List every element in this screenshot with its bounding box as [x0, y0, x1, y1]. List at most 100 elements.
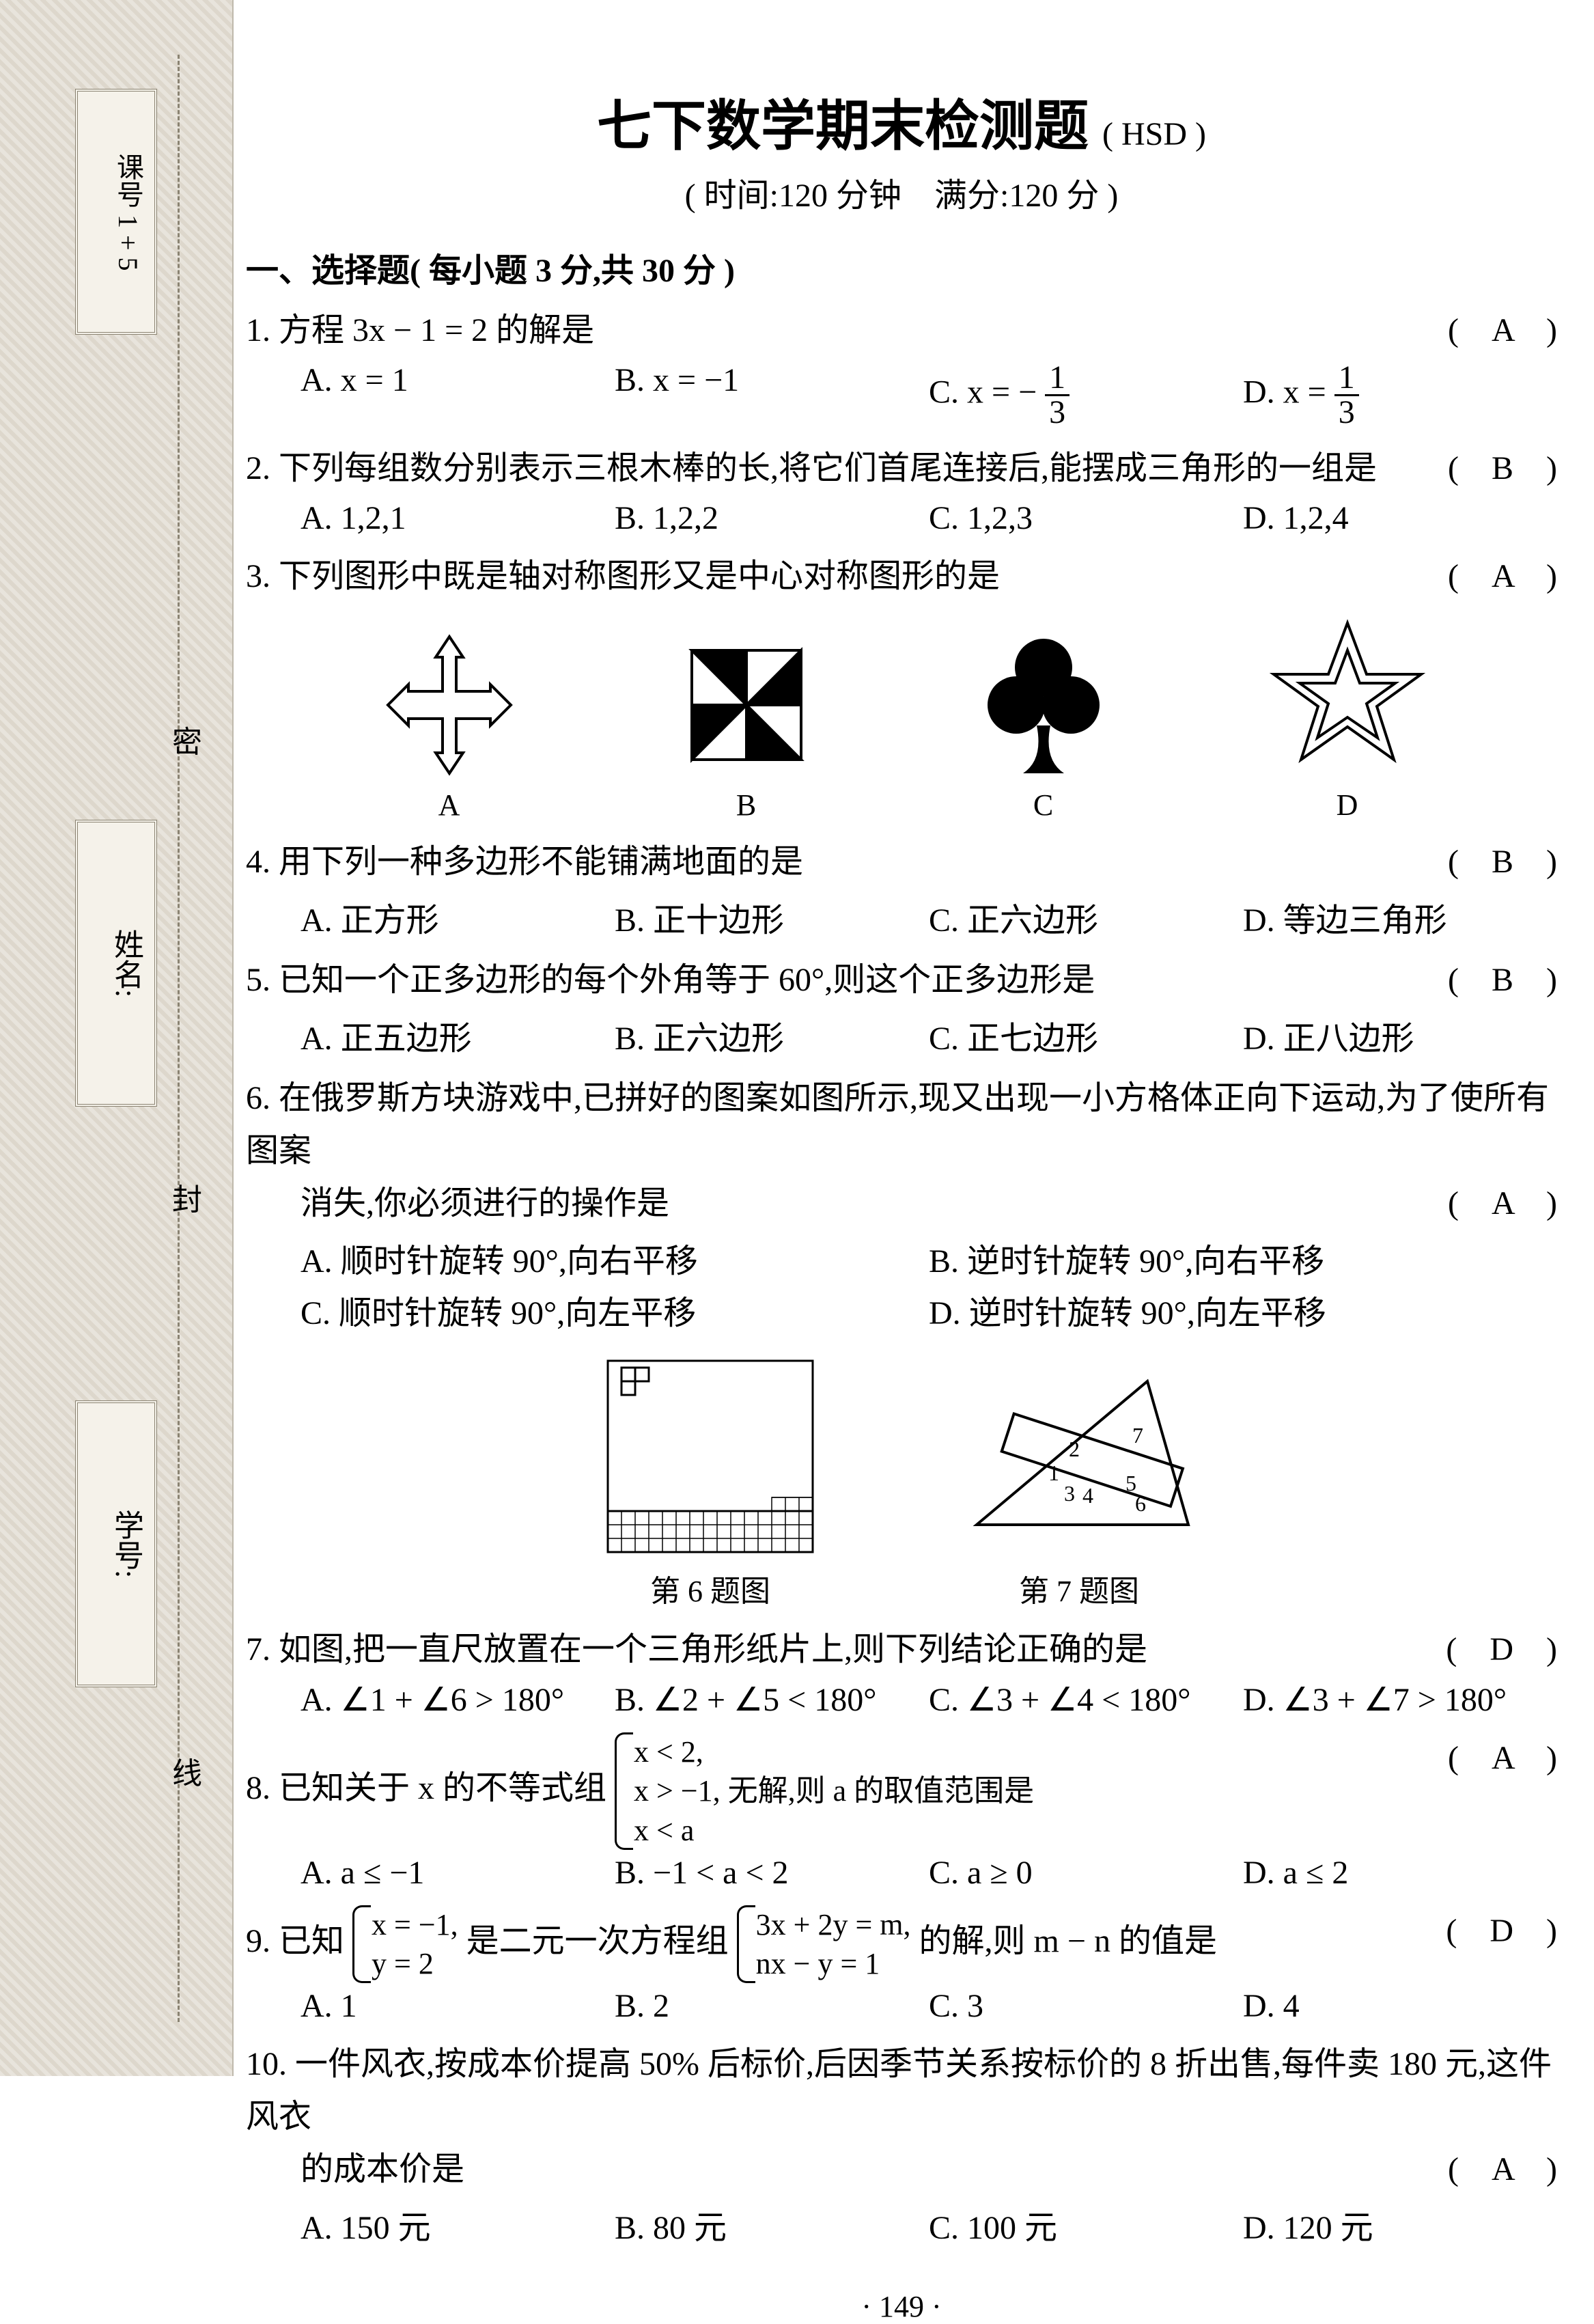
angle-7: 7 — [1132, 1423, 1143, 1448]
q10-choices: A. 150 元 B. 80 元 C. 100 元 D. 120 元 — [300, 2200, 1557, 2248]
q6-choice-d: D. 逆时针旋转 90°,向左平移 — [929, 1286, 1557, 1333]
q6-choice-c: C. 顺时针旋转 90°,向左平移 — [300, 1286, 929, 1333]
q1-choice-c: C. x = − 13 — [929, 361, 1243, 429]
title-suffix: ( HSD ) — [1102, 116, 1206, 152]
triangle-ruler-icon: 1 2 3 4 5 6 7 — [956, 1354, 1202, 1559]
q2-choice-c: C. 1,2,3 — [929, 499, 1243, 537]
q5-choice-d: D. 正八边形 — [1243, 1011, 1557, 1059]
q3-label-b: B — [671, 788, 822, 822]
q10-choice-c: C. 100 元 — [929, 2200, 1243, 2248]
question-2: 2. 下列每组数分别表示三根木棒的长,将它们首尾连接后,能摆成三角形的一组是 (… — [246, 443, 1557, 495]
q1-choice-d: D. x = 13 — [1243, 361, 1557, 429]
q3-label-d: D — [1266, 788, 1429, 822]
fraction-icon: 13 — [1045, 361, 1069, 429]
brace-icon: x < 2, x > −1, 无解,则 a 的取值范围是 x < a — [615, 1732, 1034, 1850]
brace-icon: 3x + 2y = m, nx − y = 1 — [737, 1905, 911, 1983]
q1-choice-b: B. x = −1 — [615, 361, 929, 429]
q5-answer: ( B ) — [1448, 954, 1557, 1007]
side-tag-course: 课号 1 + 5 — [75, 89, 157, 335]
q6-answer: ( A ) — [1448, 1178, 1557, 1230]
question-7: 7. 如图,把一直尺放置在一个三角形纸片上,则下列结论正确的是 ( D ) — [246, 1624, 1557, 1676]
q3-text: 3. 下列图形中既是轴对称图形又是中心对称图形的是 — [246, 558, 1000, 594]
q7-answer: ( D ) — [1446, 1624, 1557, 1676]
q1-choices: A. x = 1 B. x = −1 C. x = − 13 D. x = 13 — [300, 361, 1557, 429]
q4-choice-d: D. 等边三角形 — [1243, 893, 1557, 941]
angle-2: 2 — [1069, 1437, 1080, 1461]
q2-choice-b: B. 1,2,2 — [615, 499, 929, 537]
q5-choices: A. 正五边形 B. 正六边形 C. 正七边形 D. 正八边形 — [300, 1011, 1557, 1059]
q3-fig-a: A — [374, 630, 525, 822]
question-1: 1. 方程 3x − 1 = 2 的解是 ( A ) — [246, 305, 1557, 357]
q8-choice-c: C. a ≥ 0 — [929, 1854, 1243, 1892]
q9-choice-c: C. 3 — [929, 1987, 1243, 2025]
seal-dashed-line — [178, 55, 180, 2022]
q6-choice-b: B. 逆时针旋转 90°,向右平移 — [929, 1234, 1557, 1282]
q7-choice-d: D. ∠3 + ∠7 > 180° — [1243, 1680, 1557, 1719]
q7-choice-c: C. ∠3 + ∠4 < 180° — [929, 1680, 1243, 1719]
q8-choice-d: D. a ≤ 2 — [1243, 1854, 1557, 1892]
q10-choice-b: B. 80 元 — [615, 2200, 929, 2248]
q4-text: 4. 用下列一种多边形不能铺满地面的是 — [246, 844, 803, 880]
q8-pre: 8. 已知关于 x 的不等式组 — [246, 1770, 606, 1806]
q9-choice-b: B. 2 — [615, 1987, 929, 2025]
q2-text: 2. 下列每组数分别表示三根木棒的长,将它们首尾连接后,能摆成三角形的一组是 — [246, 450, 1377, 486]
fraction-icon: 13 — [1334, 361, 1359, 429]
q7-figure: 1 2 3 4 5 6 7 第 7 题图 — [956, 1354, 1202, 1610]
q10-text2: 的成本价是 — [300, 2151, 464, 2187]
pinwheel-icon — [671, 630, 822, 780]
q6-figure: 第 6 题图 — [601, 1354, 820, 1610]
q2-choice-d: D. 1,2,4 — [1243, 499, 1557, 537]
q2-choice-a: A. 1,2,1 — [300, 499, 615, 537]
page-content: 七下数学期末检测题 ( HSD ) ( 时间:120 分钟 满分:120 分 )… — [246, 82, 1557, 2324]
q6-text1: 6. 在俄罗斯方块游戏中,已拼好的图案如图所示,现又出现一小方格体正向下运动,为… — [246, 1080, 1549, 1169]
angle-3: 3 — [1064, 1481, 1075, 1506]
q9-choice-a: A. 1 — [300, 1987, 615, 2025]
seal-char-mi: 密 — [172, 717, 202, 761]
arrows-cross-icon — [374, 630, 525, 780]
tetris-icon — [601, 1354, 820, 1559]
q6-caption: 第 6 题图 — [601, 1566, 820, 1610]
exam-subtitle: ( 时间:120 分钟 满分:120 分 ) — [246, 168, 1557, 216]
q4-choice-c: C. 正六边形 — [929, 893, 1243, 941]
question-10-line2: 的成本价是 ( A ) — [300, 2144, 1557, 2196]
q10-text1: 10. 一件风衣,按成本价提高 50% 后标价,后因季节关系按标价的 8 折出售… — [246, 2046, 1552, 2135]
q8-choice-a: A. a ≤ −1 — [300, 1854, 615, 1892]
question-6-line2: 消失,你必须进行的操作是 ( A ) — [300, 1178, 1557, 1230]
question-5: 5. 已知一个正多边形的每个外角等于 60°,则这个正多边形是 ( B ) — [246, 954, 1557, 1007]
q4-answer: ( B ) — [1448, 836, 1557, 889]
exam-title: 七下数学期末检测题 ( HSD ) — [246, 82, 1557, 161]
q8-choices: A. a ≤ −1 B. −1 < a < 2 C. a ≥ 0 D. a ≤ … — [300, 1854, 1557, 1892]
q7-choices: A. ∠1 + ∠6 > 180° B. ∠2 + ∠5 < 180° C. ∠… — [300, 1680, 1557, 1719]
q2-choices: A. 1,2,1 B. 1,2,2 C. 1,2,3 D. 1,2,4 — [300, 499, 1557, 537]
q9-mid: 是二元一次方程组 — [466, 1923, 729, 1959]
q3-label-c: C — [968, 788, 1119, 822]
question-8: 8. 已知关于 x 的不等式组 x < 2, x > −1, 无解,则 a 的取… — [246, 1732, 1557, 1850]
title-main: 七下数学期末检测题 — [597, 97, 1089, 157]
q9-post: 的解,则 m − n 的值是 — [919, 1923, 1217, 1959]
q8-choice-b: B. −1 < a < 2 — [615, 1854, 929, 1892]
angle-1: 1 — [1048, 1461, 1059, 1485]
q6-choices-row2: C. 顺时针旋转 90°,向左平移 D. 逆时针旋转 90°,向左平移 — [300, 1286, 1557, 1333]
q4-choice-b: B. 正十边形 — [615, 893, 929, 941]
q10-answer: ( A ) — [1448, 2144, 1557, 2196]
star-outline-icon — [1266, 616, 1429, 780]
q4-choice-a: A. 正方形 — [300, 893, 615, 941]
q10-choice-d: D. 120 元 — [1243, 2200, 1557, 2248]
question-10: 10. 一件风衣,按成本价提高 50% 后标价,后因季节关系按标价的 8 折出售… — [246, 2038, 1557, 2144]
q7-text: 7. 如图,把一直尺放置在一个三角形纸片上,则下列结论正确的是 — [246, 1631, 1147, 1668]
q4-choices: A. 正方形 B. 正十边形 C. 正六边形 D. 等边三角形 — [300, 893, 1557, 941]
q6-text2: 消失,你必须进行的操作是 — [300, 1185, 669, 1221]
q3-label-a: A — [374, 788, 525, 822]
q6-choice-a: A. 顺时针旋转 90°,向右平移 — [300, 1234, 929, 1282]
q3-fig-d: D — [1266, 616, 1429, 822]
q3-answer: ( A ) — [1448, 551, 1557, 603]
page-number: · 149 · — [246, 2289, 1557, 2324]
section-1-heading: 一、选择题( 每小题 3 分,共 30 分 ) — [246, 243, 1557, 291]
q10-choice-a: A. 150 元 — [300, 2200, 615, 2248]
angle-4: 4 — [1082, 1483, 1093, 1508]
q1-choice-a: A. x = 1 — [300, 361, 615, 429]
angle-6: 6 — [1135, 1491, 1146, 1516]
seal-char-feng: 封 — [172, 1175, 202, 1219]
q7-choice-b: B. ∠2 + ∠5 < 180° — [615, 1680, 929, 1719]
q6-choices-row1: A. 顺时针旋转 90°,向右平移 B. 逆时针旋转 90°,向右平移 — [300, 1234, 1557, 1282]
